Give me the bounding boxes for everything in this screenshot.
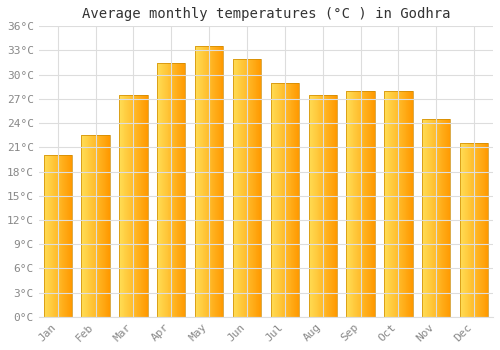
Bar	[346, 91, 375, 317]
Bar	[308, 95, 337, 317]
Bar	[384, 91, 412, 317]
Title: Average monthly temperatures (°C ) in Godhra: Average monthly temperatures (°C ) in Go…	[82, 7, 450, 21]
Bar	[157, 63, 186, 317]
Bar	[44, 155, 72, 317]
Bar	[422, 119, 450, 317]
Bar	[270, 83, 299, 317]
Bar	[233, 58, 261, 317]
Bar	[82, 135, 110, 317]
Bar	[119, 95, 148, 317]
Bar	[460, 143, 488, 317]
Bar	[195, 47, 224, 317]
